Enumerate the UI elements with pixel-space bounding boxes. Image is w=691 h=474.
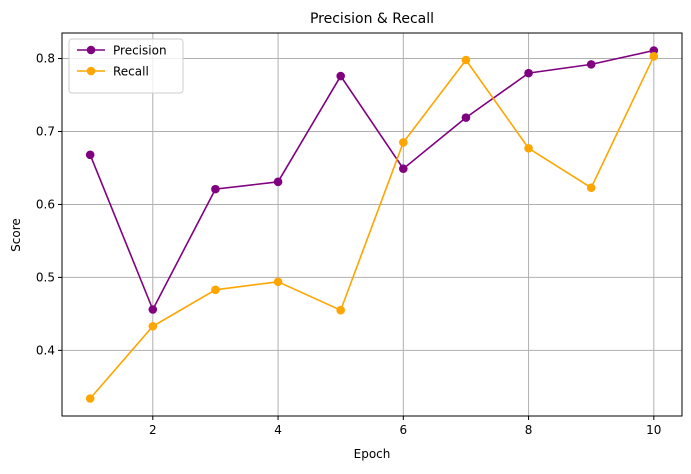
- legend-precision-label: Precision: [113, 44, 167, 58]
- series-layer: [85, 46, 659, 403]
- x-tick-label: 10: [646, 423, 661, 437]
- precision-data-point: [461, 113, 471, 122]
- recall-data-point: [85, 394, 95, 403]
- legend-box: [68, 38, 184, 94]
- y-tick-label: 0.4: [36, 343, 55, 357]
- y-tick-label: 0.5: [36, 270, 55, 284]
- recall-data-point: [273, 277, 283, 287]
- recall-data-point: [399, 138, 408, 147]
- recall-data-point: [649, 52, 659, 61]
- precision-series-line: [89, 49, 654, 312]
- ticks: 2 4 6 8 10 0.4 0.5 0.6 0.7 0.8: [36, 52, 662, 437]
- precision-data-point: [399, 164, 408, 173]
- recall-data-point: [211, 285, 220, 295]
- grid: [62, 33, 682, 416]
- x-axis-label: Epoch: [354, 447, 391, 461]
- recall-data-point: [586, 183, 596, 192]
- y-tick-label: 0.8: [36, 52, 55, 66]
- precision-data-point: [211, 184, 220, 194]
- recall-series-line: [89, 55, 655, 400]
- precision-data-point: [273, 177, 283, 187]
- plot-frame: [61, 32, 683, 417]
- precision-data-point: [336, 71, 345, 81]
- recall-data-point: [148, 321, 158, 331]
- chart-title: Precision & Recall: [310, 11, 434, 27]
- legend: Precision Recall: [68, 38, 184, 94]
- legend-precision-marker: [86, 45, 96, 55]
- x-tick-label: 4: [274, 423, 282, 437]
- legend-recall-label: Recall: [113, 65, 149, 79]
- recall-data-point: [336, 305, 345, 315]
- x-tick-label: 6: [399, 423, 407, 437]
- y-tick-label: 0.6: [36, 197, 55, 211]
- legend-recall-marker: [86, 66, 96, 76]
- x-tick-label: 2: [149, 423, 157, 437]
- precision-data-point: [148, 305, 158, 314]
- recall-data-point: [524, 143, 533, 153]
- y-axis-label: Score: [9, 218, 23, 252]
- precision-data-point: [586, 60, 596, 69]
- precision-data-point: [524, 68, 533, 78]
- y-tick-label: 0.7: [36, 124, 55, 138]
- precision-data-point: [85, 150, 95, 160]
- x-tick-label: 8: [525, 423, 533, 437]
- recall-data-point: [461, 55, 471, 65]
